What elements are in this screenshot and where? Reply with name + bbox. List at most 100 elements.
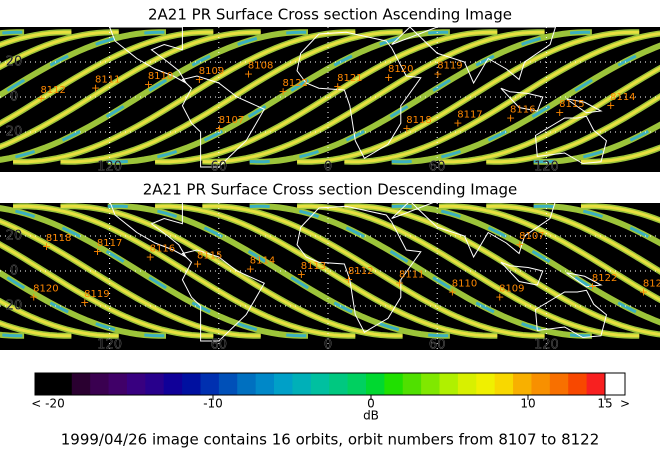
lon-label: 60 <box>211 160 228 175</box>
map-panel: 2A21 PR Surface Cross section Descending… <box>0 181 660 353</box>
orbit-marker: + <box>91 82 100 95</box>
lon-label: 120 <box>534 160 559 175</box>
orbit-marker: + <box>36 92 45 105</box>
swath-core <box>391 44 660 164</box>
colorbar-cell <box>237 373 257 395</box>
colorbar-cell <box>71 373 91 395</box>
orbit-label: 8121 <box>643 278 660 289</box>
orbit-marker: + <box>279 85 288 98</box>
colorbar-unit: dB <box>363 409 379 423</box>
swath-core <box>0 299 119 338</box>
swath-core <box>13 30 356 164</box>
orbit-marker: + <box>495 291 504 304</box>
swath-core <box>0 206 308 338</box>
coastline <box>109 27 188 85</box>
orbit-label: 8122 <box>592 273 617 284</box>
map-panel: 2A21 PR Surface Cross section Ascending … <box>0 6 660 175</box>
orbit-marker: + <box>333 80 342 93</box>
colorbar-cell <box>439 373 459 395</box>
colorbar-cell <box>218 373 238 395</box>
swath-core <box>297 204 640 338</box>
orbit-label: 8119 <box>437 61 462 72</box>
orbit-label: 8107 <box>519 231 544 242</box>
swath-core <box>297 30 640 164</box>
colorbar-cell <box>494 373 514 395</box>
swath-core <box>533 123 660 164</box>
orbit-label: 8122 <box>283 78 308 89</box>
colorbar-frame <box>34 372 626 396</box>
orbit-label: 8111 <box>399 270 424 281</box>
swath-core <box>344 204 660 336</box>
colorbar-cell <box>421 373 441 395</box>
coastline <box>181 249 266 342</box>
orbit-label: 8117 <box>457 110 482 121</box>
orbit-label: 8115 <box>197 250 222 261</box>
swath-core <box>533 204 660 245</box>
colorbar-cell <box>365 373 385 395</box>
swath-core <box>60 30 403 164</box>
orbit-marker: + <box>506 111 515 124</box>
orbit-marker: + <box>93 245 102 258</box>
colorbar-cell <box>310 373 330 395</box>
lat-label: 0 <box>10 90 18 105</box>
coastline <box>566 98 603 114</box>
coastline <box>296 205 422 333</box>
swath-core <box>391 204 660 324</box>
coastline <box>566 272 603 288</box>
orbit-marker: + <box>588 280 597 293</box>
colorbar-cell <box>126 373 146 395</box>
coastline <box>500 261 544 286</box>
swath-core <box>107 204 450 338</box>
coastline <box>391 27 557 85</box>
colorbar-cell <box>200 373 220 395</box>
swath-core <box>486 204 660 274</box>
colorbar-cell <box>402 373 422 395</box>
colorbar-label: 0 <box>367 397 375 411</box>
lat-label: 20 <box>6 125 23 140</box>
swath-core <box>0 219 261 338</box>
lon-label: 120 <box>97 338 122 353</box>
orbit-label: 8118 <box>46 233 71 244</box>
orbit-label: 8121 <box>337 73 362 84</box>
swath-core <box>202 204 545 338</box>
swath-core <box>486 94 660 164</box>
colorbar-cell <box>329 373 349 395</box>
colorbar-cell <box>292 373 312 395</box>
colorbar-over <box>604 372 626 396</box>
orbit-marker: + <box>639 285 648 298</box>
orbit-marker: + <box>297 268 306 281</box>
footer: 1999/04/26 image contains 16 orbits, orb… <box>61 431 600 449</box>
colorbar-cell <box>347 373 367 395</box>
orbit-marker: + <box>193 257 202 270</box>
colorbar-cell <box>108 373 128 395</box>
orbit-label: 8117 <box>97 238 122 249</box>
coastline <box>391 203 556 259</box>
orbit-label: 8119 <box>84 289 109 300</box>
lat-label: 20 <box>6 299 23 314</box>
colorbar-cell <box>384 373 404 395</box>
orbit-label: 8111 <box>95 75 120 86</box>
orbit-marker: + <box>42 240 51 253</box>
lat-label: 20 <box>6 55 23 70</box>
swath-core <box>580 146 660 164</box>
colorbar-label: -10 <box>203 397 223 411</box>
orbit-label: 8110 <box>148 71 173 82</box>
swath-core <box>107 30 450 164</box>
swath-core <box>155 30 498 164</box>
swath-core <box>0 30 72 47</box>
orbit-marker: + <box>146 250 155 263</box>
colorbar-cell <box>476 373 496 395</box>
colorbar-cell <box>531 373 551 395</box>
orbit-marker: + <box>80 296 89 309</box>
colorbar-cell <box>182 373 201 395</box>
colorbar-cell <box>53 373 73 395</box>
orbit-marker: + <box>606 99 615 112</box>
coastline <box>296 31 422 159</box>
orbit-label: 8113 <box>301 261 326 272</box>
colorbar-cell <box>457 373 477 395</box>
coastline <box>109 203 188 259</box>
orbit-label: 8116 <box>150 243 175 254</box>
orbit-label: 8109 <box>499 284 524 295</box>
orbit-label: 8116 <box>510 104 535 115</box>
orbit-marker: + <box>344 273 353 286</box>
